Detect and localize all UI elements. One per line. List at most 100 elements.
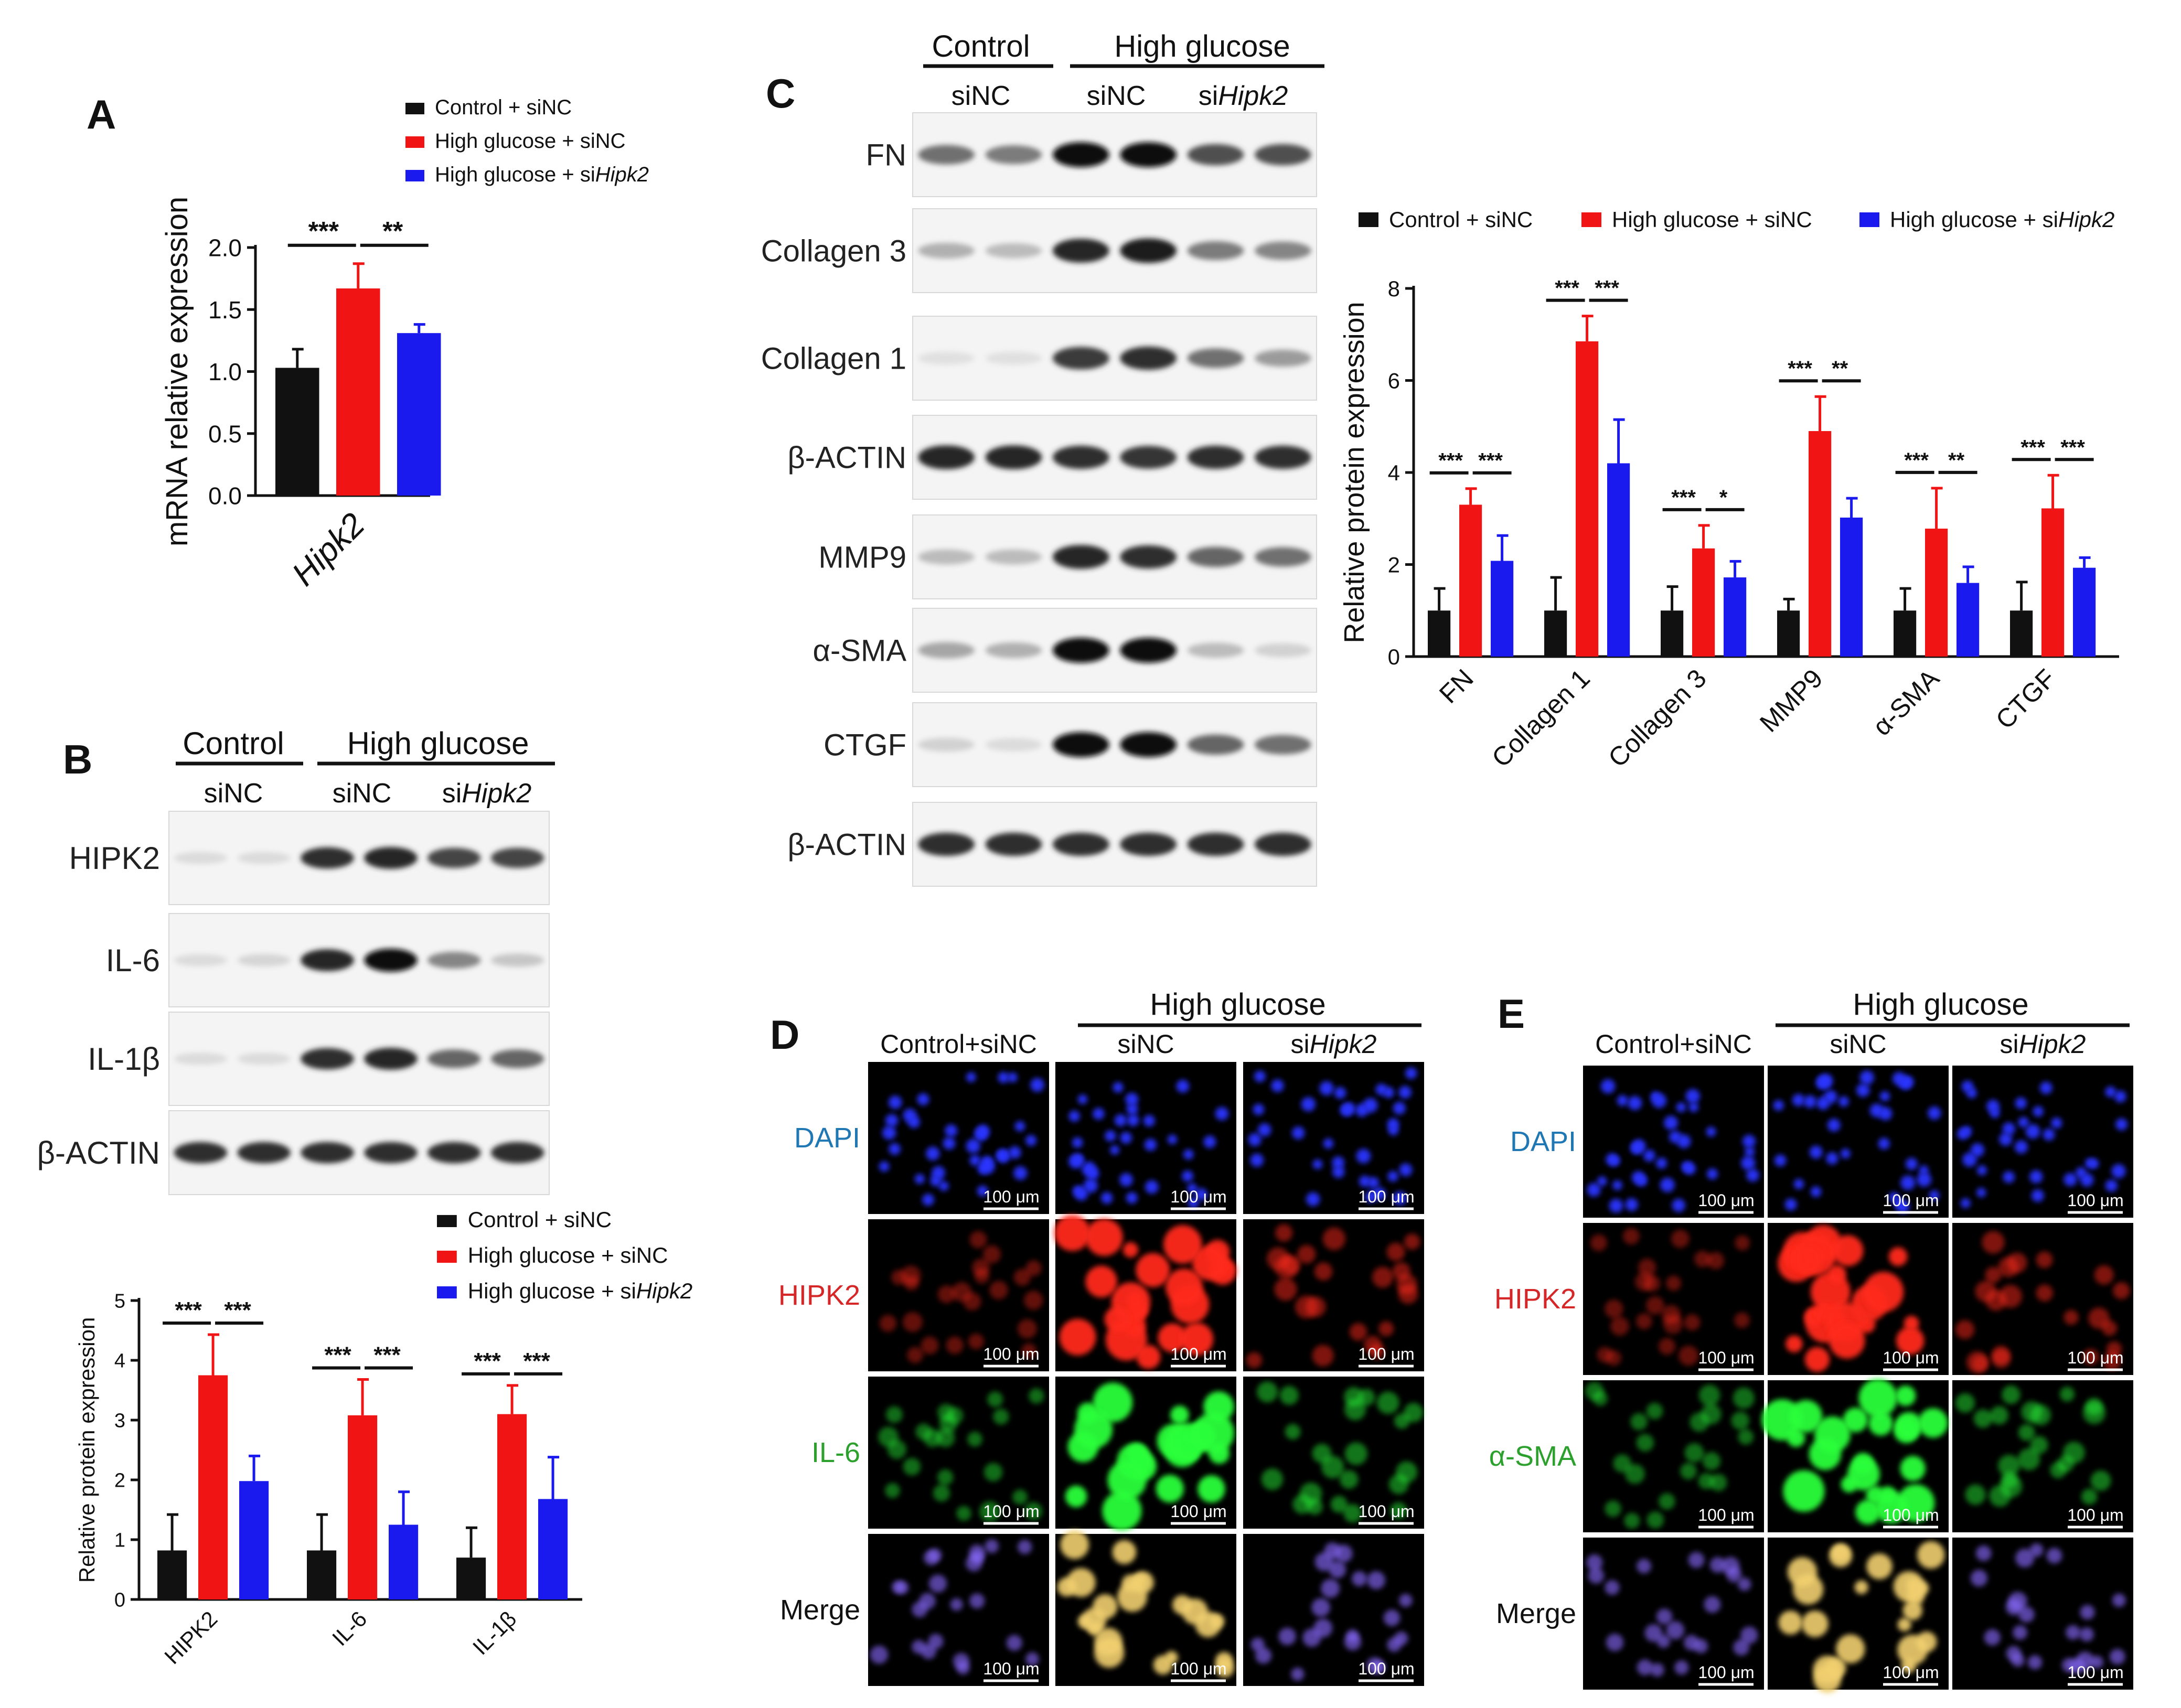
y-tick-label: 4 xyxy=(114,1350,125,1372)
if-cell xyxy=(1706,1126,1716,1137)
x-tick-label: Collagen 1 xyxy=(1486,663,1596,773)
if-cell xyxy=(1998,1455,2020,1477)
if-cell xyxy=(1787,1557,1818,1587)
if-cell xyxy=(1305,1296,1326,1317)
if-cell xyxy=(1895,1412,1922,1439)
if-cell xyxy=(1734,1312,1750,1328)
if-cell xyxy=(1656,1608,1673,1625)
if-cell xyxy=(1869,1103,1884,1118)
blot-band xyxy=(1120,832,1177,856)
legend-swatch xyxy=(1581,212,1601,227)
if-cell xyxy=(1955,1393,1975,1413)
if-cell xyxy=(1392,1262,1410,1281)
bar xyxy=(2010,610,2033,657)
if-cell xyxy=(1818,1073,1833,1089)
bar xyxy=(397,333,441,496)
group-label-high-glucose: High glucose xyxy=(347,726,529,761)
y-tick-label: 0 xyxy=(1388,644,1400,669)
if-cell xyxy=(1680,1463,1697,1480)
bar xyxy=(497,1414,527,1599)
blot-band xyxy=(364,847,418,869)
if-cell xyxy=(1193,1412,1235,1454)
bar xyxy=(2073,567,2096,657)
if-cell xyxy=(1008,1072,1018,1082)
y-tick-label: 6 xyxy=(1388,369,1400,393)
if-cell xyxy=(1666,1275,1682,1291)
blot-band xyxy=(985,738,1042,751)
significance-stars: ** xyxy=(382,217,403,246)
if-cell xyxy=(2089,1158,2099,1169)
blot-band xyxy=(918,642,975,659)
if-cell xyxy=(1855,1499,1880,1525)
if-cell xyxy=(943,1137,956,1150)
if-cell xyxy=(1253,1103,1265,1115)
if-cell xyxy=(1025,1652,1039,1666)
if-cell xyxy=(1188,1197,1199,1209)
blot-row-label: FN xyxy=(866,138,906,172)
bar xyxy=(1692,548,1715,657)
if-cell xyxy=(1060,1530,1089,1560)
if-cell xyxy=(1809,1145,1823,1159)
if-cell xyxy=(1399,1163,1413,1177)
if-cell xyxy=(1878,1137,1890,1150)
if-cell xyxy=(1787,1428,1805,1447)
if-cell xyxy=(1301,1097,1316,1112)
if-cell xyxy=(1814,1416,1851,1453)
bar xyxy=(1957,583,1980,657)
bar xyxy=(1840,517,1863,657)
if-row-label: Merge xyxy=(1496,1598,1576,1629)
blot-band xyxy=(427,1142,481,1164)
if-cell xyxy=(1393,1102,1406,1115)
if-cell xyxy=(1733,1387,1755,1409)
if-cell xyxy=(885,1483,900,1498)
if-image xyxy=(868,1062,1049,1214)
if-cell xyxy=(965,1555,982,1572)
scale-bar-label: 100 μm xyxy=(1698,1348,1754,1367)
if-cell xyxy=(1120,1132,1132,1144)
if-cell xyxy=(933,1484,950,1502)
blot-band xyxy=(1120,446,1177,469)
if-cell xyxy=(1992,1349,2011,1368)
if-cell xyxy=(1962,1152,1977,1167)
if-cell xyxy=(1690,1412,1709,1432)
if-cell xyxy=(1322,1227,1346,1250)
if-cell xyxy=(1024,1291,1043,1310)
if-cell xyxy=(1659,1338,1676,1355)
if-cell xyxy=(1156,1475,1184,1503)
if-cell xyxy=(2021,1401,2043,1423)
y-tick-label: 0.5 xyxy=(208,420,242,447)
if-cell xyxy=(1388,1125,1399,1136)
if-cell xyxy=(1246,1352,1263,1368)
if-cell xyxy=(1879,1091,1890,1102)
if-cell xyxy=(1195,1188,1208,1201)
blot-band xyxy=(1187,144,1244,166)
if-cell xyxy=(1198,1475,1225,1503)
if-cell xyxy=(1145,1180,1159,1194)
if-cell xyxy=(1127,1114,1139,1126)
if-cell xyxy=(1024,1502,1043,1520)
y-axis-label: Relative protein expression xyxy=(1339,302,1370,643)
if-cell xyxy=(1613,1454,1632,1473)
if-cell xyxy=(1261,1468,1284,1490)
if-cell xyxy=(1698,1384,1720,1406)
if-cell xyxy=(1840,1148,1851,1159)
bar xyxy=(1809,431,1832,657)
if-cell xyxy=(1376,1391,1399,1414)
if-cell xyxy=(1637,1559,1652,1574)
x-tick-label: IL-6 xyxy=(327,1606,371,1650)
if-cell xyxy=(1383,1609,1400,1626)
blot-row-label: CTGF xyxy=(824,728,906,762)
if-cell xyxy=(1291,1667,1305,1681)
significance-stars: *** xyxy=(224,1297,251,1323)
if-cell xyxy=(1100,1192,1113,1204)
if-cell xyxy=(1605,1580,1620,1595)
blot-band xyxy=(1254,445,1311,469)
if-cell xyxy=(1801,1610,1829,1637)
y-tick-label: 1 xyxy=(114,1530,125,1552)
if-cell xyxy=(2039,1081,2052,1094)
blot-band xyxy=(985,243,1042,259)
if-cell xyxy=(1102,1491,1142,1531)
blot-band xyxy=(1052,142,1109,167)
if-cell xyxy=(1647,1511,1664,1529)
group-label-high-glucose: High glucose xyxy=(1114,29,1290,63)
